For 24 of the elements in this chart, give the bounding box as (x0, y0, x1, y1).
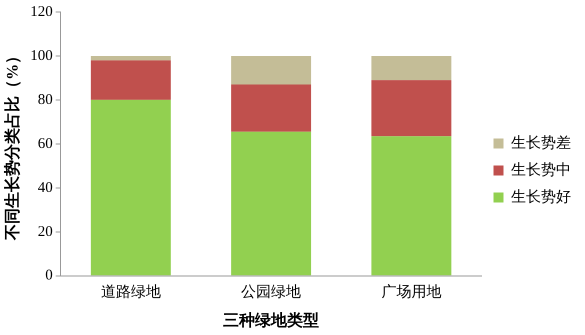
y-tick-label: 100 (30, 48, 53, 64)
y-tick-label: 60 (38, 136, 53, 152)
y-tick-label: 40 (38, 180, 53, 196)
bar (371, 136, 452, 276)
y-tick-label: 120 (30, 4, 53, 20)
x-tick-label: 公园绿地 (241, 284, 302, 301)
y-axis-title: 不同生长势分类占比（%） (4, 48, 22, 241)
y-tick-label: 0 (45, 268, 53, 284)
bar (231, 56, 312, 85)
bar (231, 132, 312, 276)
x-axis-title: 三种绿地类型 (223, 312, 320, 330)
legend-label: 生长势中 (511, 161, 571, 178)
bar (371, 80, 452, 136)
bar (90, 56, 171, 60)
bar (90, 60, 171, 100)
bar (371, 56, 452, 80)
legend-label: 生长势好 (511, 188, 571, 206)
bar (231, 84, 312, 132)
legend-label: 生长势差 (511, 134, 571, 152)
x-tick-label: 道路绿地 (100, 284, 161, 301)
y-tick-label: 80 (38, 92, 53, 108)
x-tick-label: 广场用地 (381, 284, 442, 301)
y-tick-label: 20 (38, 224, 53, 240)
bar (90, 100, 171, 276)
